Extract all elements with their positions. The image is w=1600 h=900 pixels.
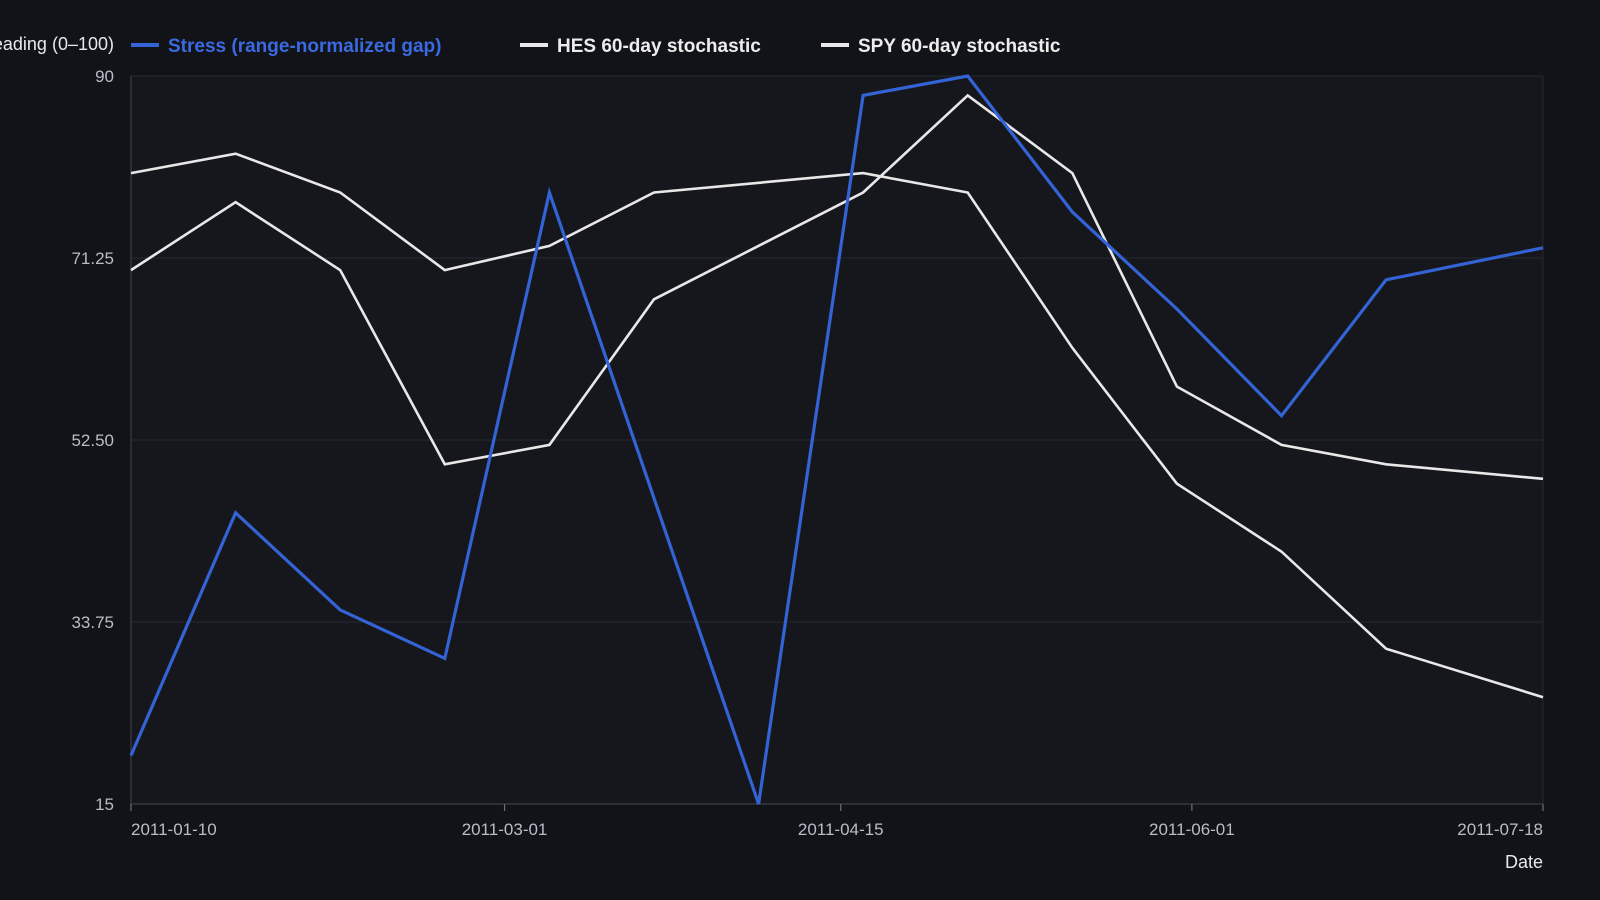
y-tick-label: 90 (95, 67, 114, 86)
x-tick-label: 2011-03-01 (462, 820, 548, 839)
x-tick-label: 2011-04-15 (798, 820, 884, 839)
y-tick-label: 33.75 (71, 613, 114, 632)
x-tick-label: 2011-07-18 (1457, 820, 1543, 839)
legend: Stress (range-normalized gap) HES 60-day … (131, 36, 1061, 57)
y-axis-label: Reading (0–100) (0, 34, 114, 54)
series-line-2 (130, 93, 1544, 481)
x-tick-label: 2011-01-10 (131, 820, 217, 839)
x-axis-label: Date (1505, 852, 1543, 872)
series-lines (129, 74, 1544, 805)
series-line-1 (129, 74, 1544, 805)
y-tick-label: 52.50 (71, 431, 114, 450)
legend-label: Stress (range-normalized gap) (168, 36, 441, 57)
y-tick-label: 15 (95, 795, 114, 814)
x-tick-label: 2011-06-01 (1149, 820, 1235, 839)
series-line-3 (130, 152, 1544, 699)
y-tick-label: 71.25 (71, 249, 114, 268)
legend-label: HES 60-day stochastic (557, 36, 761, 57)
axes: 15 33.75 52.50 71.25 90 2011-01-10 2011-03-01 2… (71, 67, 1544, 839)
legend-label: SPY 60-day stochastic (858, 36, 1061, 57)
